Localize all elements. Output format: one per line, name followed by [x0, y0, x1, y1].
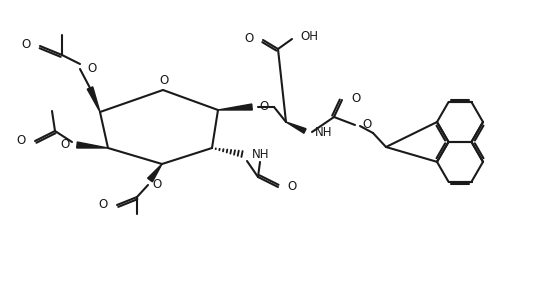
Text: O: O: [99, 197, 108, 211]
Text: O: O: [287, 180, 296, 192]
Polygon shape: [286, 122, 306, 133]
Text: NH: NH: [252, 149, 270, 161]
Text: O: O: [87, 61, 96, 75]
Text: O: O: [259, 99, 268, 112]
Text: O: O: [362, 118, 371, 130]
Text: O: O: [152, 177, 161, 191]
Polygon shape: [218, 104, 252, 110]
Text: NH: NH: [315, 126, 332, 139]
Text: O: O: [245, 33, 254, 45]
Text: O: O: [159, 75, 168, 87]
Text: O: O: [351, 92, 360, 106]
Text: O: O: [17, 134, 26, 146]
Text: OH: OH: [300, 30, 318, 44]
Text: O: O: [22, 38, 31, 52]
Polygon shape: [147, 164, 162, 182]
Text: O: O: [61, 138, 70, 150]
Polygon shape: [87, 87, 100, 112]
Polygon shape: [77, 142, 108, 148]
